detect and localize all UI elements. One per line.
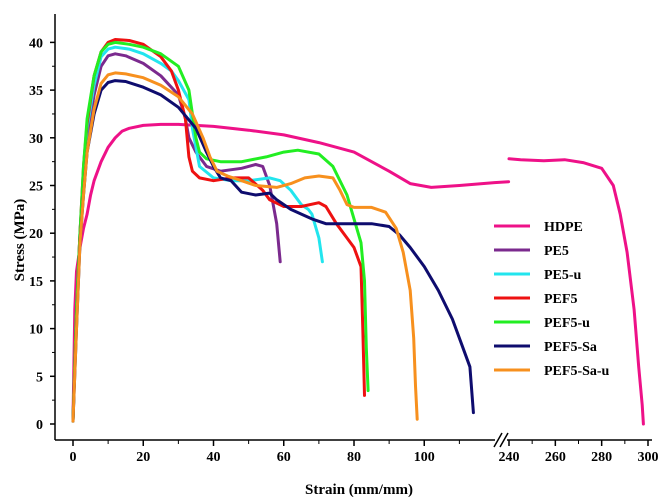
axis-break-mark-2 [499, 432, 509, 448]
series-pef5-sa [71, 79, 475, 423]
y-tick-label: 40 [29, 36, 43, 51]
legend-label: PEF5-Sa [544, 340, 597, 355]
legend-item-pef5-sa-u: PEF5-Sa-u [494, 364, 610, 379]
series-line-hdpe-1 [507, 157, 645, 426]
series-pef5-sa-u [71, 71, 419, 423]
y-tick-label: 5 [36, 370, 43, 385]
series-pe5 [71, 52, 282, 421]
series-pef5 [71, 38, 366, 423]
legend-item-pe5-u: PE5-u [494, 268, 582, 283]
x-tick-label: 20 [136, 450, 150, 465]
x-axis-title: Strain (mm/mm) [305, 482, 413, 498]
series-hdpe [71, 122, 645, 426]
axis-break-mark-1 [493, 432, 503, 448]
x-tick-label: 0 [70, 450, 77, 465]
y-tick-label: 10 [29, 323, 43, 338]
y-tick-label: 20 [29, 227, 43, 242]
y-tick-label: 0 [36, 418, 43, 433]
y-tick-label: 25 [29, 180, 43, 195]
series-line-pe5-u-0 [71, 45, 324, 423]
x-tick-label: 300 [638, 450, 659, 465]
x-tick-label: 280 [591, 450, 612, 465]
series-line-pef5-u-0 [71, 40, 370, 423]
y-tick-label: 15 [29, 275, 43, 290]
series-pe5-u [71, 45, 324, 423]
x-tick-label: 240 [499, 450, 520, 465]
series-pef5-u [71, 40, 370, 423]
legend-item-pef5: PEF5 [494, 292, 577, 307]
legend-item-pef5-u: PEF5-u [494, 316, 590, 331]
series-layer [71, 38, 645, 426]
y-tick-label: 30 [29, 132, 43, 147]
ticks-layer: 0 5 10 15 20 25 30 35 40 0 20 40 60 80 100 240 260 280 300 [29, 36, 659, 465]
y-tick-label: 35 [29, 84, 43, 99]
series-line-pef5-0 [71, 38, 366, 423]
x-tick-label: 260 [545, 450, 566, 465]
y-axis-title: Stress (MPa) [12, 199, 28, 282]
series-line-pe5-0 [71, 52, 282, 421]
x-tick-label: 40 [207, 450, 221, 465]
legend-label: PEF5-Sa-u [544, 364, 610, 379]
legend-label: HDPE [544, 220, 583, 235]
legend-label: PEF5-u [544, 316, 590, 331]
series-line-pef5-sa-0 [71, 79, 475, 423]
x-tick-label: 100 [414, 450, 435, 465]
legend-label: PE5-u [544, 268, 582, 283]
legend-item-pef5-sa: PEF5-Sa [494, 340, 597, 355]
x-tick-label: 60 [277, 450, 291, 465]
series-line-hdpe-0 [71, 122, 511, 421]
legend: HDPE PE5 PE5-u PEF5 PEF5-u PEF5-Sa PEF5-Sa-u [494, 220, 610, 379]
axes-layer [54, 14, 652, 448]
legend-label: PEF5 [544, 292, 577, 307]
legend-item-pe5: PE5 [494, 244, 569, 259]
x-tick-label: 80 [347, 450, 361, 465]
series-line-pef5-sa-u-0 [71, 71, 419, 423]
legend-item-hdpe: HDPE [494, 220, 583, 235]
legend-label: PE5 [544, 244, 569, 259]
